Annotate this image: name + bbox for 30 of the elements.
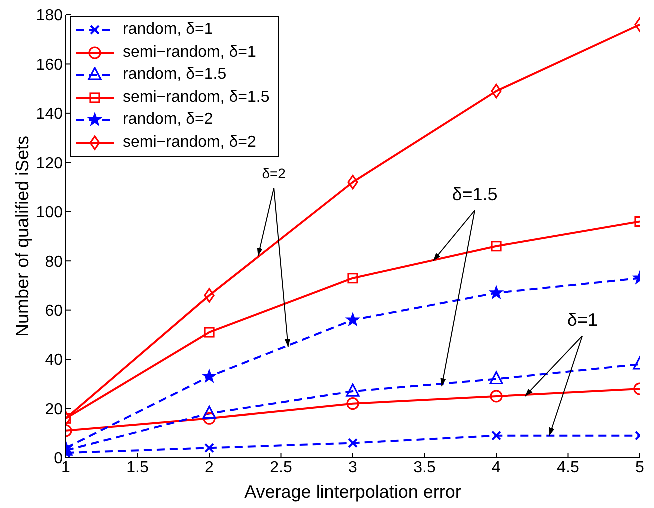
legend-label: random, δ=1 <box>123 21 214 40</box>
x-tick-label: 4 <box>492 459 502 476</box>
x-tick-label: 3 <box>348 459 358 476</box>
y-tick-label: 80 <box>45 254 64 271</box>
y-tick-label: 180 <box>36 8 64 25</box>
legend-label: semi−random, δ=2 <box>123 134 256 152</box>
annotation: δ=1.5 <box>452 184 498 205</box>
x-tick-label: 1 <box>62 459 71 476</box>
y-tick-label: 140 <box>36 106 64 124</box>
y-axis-title: Number of qualified iSets <box>12 136 32 338</box>
annotation: δ=2 <box>262 165 286 182</box>
legend-label: random, δ=2 <box>123 111 214 130</box>
legend-label: semi−random, δ=1.5 <box>123 88 270 107</box>
annotation: δ=1 <box>567 310 598 330</box>
y-tick-label: 20 <box>45 401 64 418</box>
x-tick-label: 2.5 <box>270 459 292 476</box>
y-tick-label: 60 <box>45 303 64 320</box>
x-tick-label: 3.5 <box>414 459 436 476</box>
legend-label: semi−random, δ=1 <box>123 44 256 62</box>
x-tick-label: 4.5 <box>557 459 580 476</box>
x-axis-title: Average linterpolation error <box>244 482 462 502</box>
x-tick-label: 1.5 <box>126 459 149 476</box>
legend-label: random, δ=1.5 <box>123 66 227 84</box>
y-tick-label: 0 <box>54 450 64 468</box>
y-tick-label: 160 <box>36 56 64 74</box>
y-tick-label: 120 <box>36 155 64 172</box>
x-tick-label: 2 <box>205 459 214 476</box>
x-tick-label: 5 <box>636 459 645 476</box>
y-tick-label: 100 <box>36 204 64 222</box>
y-tick-label: 40 <box>45 352 64 370</box>
